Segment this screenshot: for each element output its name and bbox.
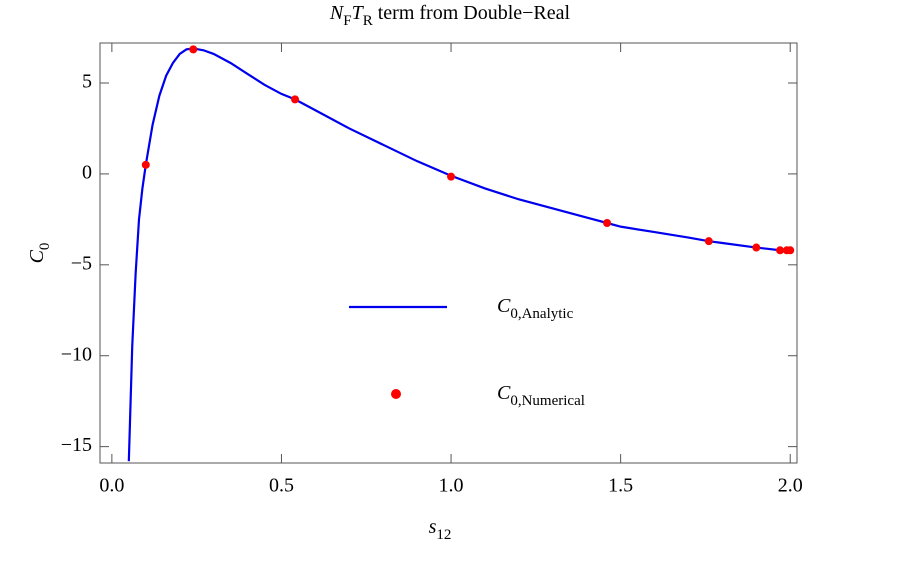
data-point (447, 172, 456, 181)
text-part: N (329, 2, 345, 24)
y-tick-label: −15 (61, 434, 92, 456)
text-part: 0,Analytic (510, 306, 573, 322)
x-tick-label: 1.5 (608, 475, 633, 497)
y-tick-label: −10 (61, 343, 92, 365)
analytic-line (127, 47, 791, 462)
text-part: C (26, 249, 48, 263)
text-part: C (497, 382, 511, 404)
y-tick-label: 5 (82, 71, 92, 93)
text-part: term from Double−Real (373, 2, 571, 24)
data-point (704, 237, 713, 246)
legend-point (391, 389, 401, 399)
data-point (141, 160, 150, 169)
plot-frame (99, 42, 798, 464)
x-tick-label: 1.0 (439, 475, 464, 497)
data-point (189, 45, 198, 54)
text-part: F (343, 13, 351, 29)
legend-label: C0,Numerical (497, 382, 585, 410)
text-part: 0,Numerical (510, 393, 585, 409)
text-part: C (497, 295, 511, 317)
x-axis-label: s12 (429, 516, 452, 544)
text-part: 12 (436, 527, 451, 543)
data-point (752, 243, 761, 252)
data-point (776, 246, 785, 255)
legend-label: C0,Analytic (497, 295, 574, 323)
y-tick-label: 0 (82, 162, 92, 184)
y-tick-label: −5 (71, 252, 92, 274)
x-tick-label: 0.5 (269, 475, 294, 497)
data-point (603, 219, 612, 227)
text-part: 0 (37, 243, 53, 251)
text-part: s (429, 516, 437, 538)
chart-title: NFTR term from Double−Real (329, 2, 571, 30)
text-part: R (363, 13, 373, 29)
data-point (291, 95, 300, 104)
data-point (786, 246, 795, 255)
x-tick-label: 0.0 (99, 475, 124, 497)
x-tick-label: 2.0 (778, 475, 803, 497)
y-axis-label: C0 (26, 243, 54, 264)
text-part: T (352, 2, 365, 24)
